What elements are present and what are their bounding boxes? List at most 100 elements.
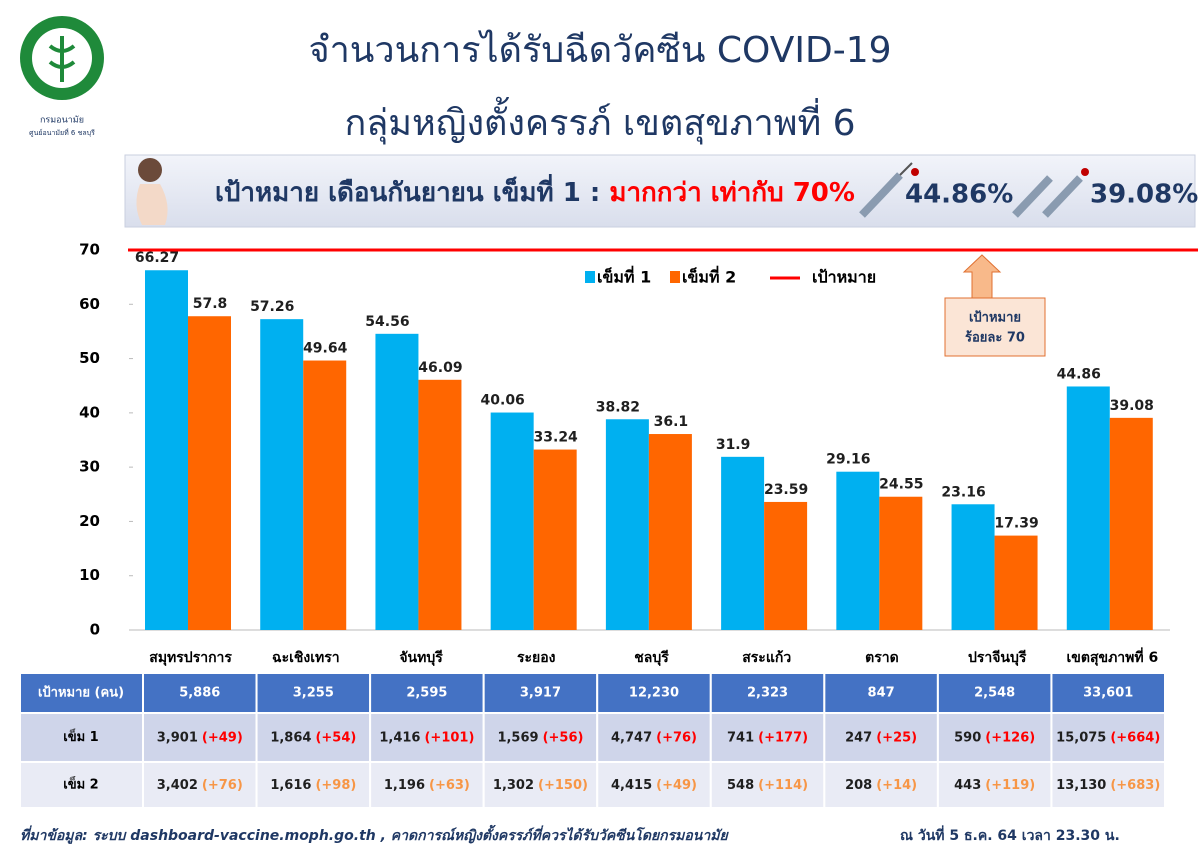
x-tick-label: เขตสุขภาพที่ 6 xyxy=(1067,647,1159,666)
bar xyxy=(764,502,807,630)
target-count: 5,886 xyxy=(179,686,220,701)
bar xyxy=(1110,418,1153,630)
bar xyxy=(721,457,764,630)
dose-cell: 590 (+126) xyxy=(954,730,1035,745)
value-label: 44.86 xyxy=(1057,366,1101,382)
dose-count: 1,416 xyxy=(379,730,420,745)
bar xyxy=(491,413,534,630)
target-count: 2,548 xyxy=(974,686,1015,701)
legend-label: เป้าหมาย xyxy=(812,268,876,287)
dose-change: (+76) xyxy=(202,778,243,793)
logo xyxy=(20,16,104,100)
dose-cell: 443 (+119) xyxy=(954,778,1035,793)
y-tick-label: 70 xyxy=(79,241,100,259)
x-tick-label: ฉะเชิงเทรา xyxy=(272,650,340,666)
y-tick-label: 0 xyxy=(90,621,100,639)
dose-change: (+683) xyxy=(1110,778,1160,793)
dose-count: 443 xyxy=(954,778,981,793)
dose-change: (+126) xyxy=(985,730,1035,745)
dose-change: (+98) xyxy=(315,778,356,793)
dose-count: 3,402 xyxy=(157,778,198,793)
dose-change: (+56) xyxy=(543,730,584,745)
dose-count: 1,569 xyxy=(497,730,538,745)
dose-change: (+49) xyxy=(202,730,243,745)
row-label: เข็ม 1 xyxy=(63,727,98,745)
value-label: 17.39 xyxy=(994,516,1038,532)
value-label: 23.16 xyxy=(941,484,985,500)
value-label: 39.08 xyxy=(1110,398,1154,414)
x-tick-label: ตราด xyxy=(865,650,899,666)
legend-label: เข็มที่ 1 xyxy=(597,266,651,287)
annotation: ร้อยละ 70 xyxy=(965,330,1025,346)
target-count: 2,595 xyxy=(406,686,447,701)
legend-swatch xyxy=(585,271,595,283)
dose-count: 1,196 xyxy=(384,778,425,793)
target-count: 33,601 xyxy=(1083,686,1133,701)
dose-change: (+101) xyxy=(424,730,474,745)
dose-count: 247 xyxy=(845,730,872,745)
value-label: 66.27 xyxy=(135,250,179,266)
y-tick-label: 60 xyxy=(79,295,100,313)
row-label: เป้าหมาย (คน) xyxy=(38,685,124,701)
y-tick-label: 40 xyxy=(79,403,100,421)
dose-count: 208 xyxy=(845,778,872,793)
bar xyxy=(995,536,1038,630)
title: จำนวนการได้รับฉีดวัคซีน COVID-19 xyxy=(308,29,891,71)
x-tick-label: สมุทรปราการ xyxy=(149,650,232,666)
bar xyxy=(375,334,418,630)
dose-count: 590 xyxy=(954,730,981,745)
legend-label: เข็มที่ 2 xyxy=(682,266,736,287)
logo-unit: ศูนย์อนามัยที่ 6 ชลบุรี xyxy=(29,128,95,137)
dose-change: (+63) xyxy=(429,778,470,793)
bar xyxy=(260,319,303,630)
dose-count: 1,616 xyxy=(270,778,311,793)
bar xyxy=(836,472,879,630)
dose-change: (+664) xyxy=(1110,730,1160,745)
dose2-pct: 39.08% xyxy=(1090,180,1198,210)
value-label: 29.16 xyxy=(826,452,870,468)
value-label: 36.1 xyxy=(654,414,689,430)
x-tick-label: ปราจีนบุรี xyxy=(968,650,1027,666)
dose-count: 548 xyxy=(727,778,754,793)
target-count: 3,255 xyxy=(293,686,334,701)
x-tick-label: ชลบุรี xyxy=(634,650,669,666)
annotation: เป้าหมาย xyxy=(969,310,1021,326)
dose-count: 1,302 xyxy=(493,778,534,793)
banner-target: เป้าหมาย เดือนกันยายน เข็มที่ 1 : xyxy=(215,173,609,208)
dose-count: 15,075 xyxy=(1056,730,1106,745)
annotation-box xyxy=(945,298,1045,356)
subtitle: กลุ่มหญิงตั้งครรภ์ เขตสุขภาพที่ 6 xyxy=(344,96,855,145)
y-tick-label: 20 xyxy=(79,512,100,530)
dose-change: (+49) xyxy=(656,778,697,793)
target-count: 847 xyxy=(868,686,895,701)
dose-change: (+119) xyxy=(985,778,1035,793)
value-label: 49.64 xyxy=(303,341,348,357)
dose-cell: 247(+25) xyxy=(845,730,917,745)
x-tick-label: สระแก้ว xyxy=(742,650,791,666)
dose-count: 4,747 xyxy=(611,730,652,745)
banner-highlight: มากกว่า เท่ากับ 70% xyxy=(609,178,855,208)
legend-swatch xyxy=(670,271,680,283)
target-count: 12,230 xyxy=(629,686,679,701)
dose-cell: 1,302(+150) xyxy=(493,778,588,793)
value-label: 38.82 xyxy=(596,399,640,415)
bar xyxy=(188,316,231,630)
dose-cell: 1,416 (+101) xyxy=(379,730,474,745)
dose-change: (+14) xyxy=(876,778,917,793)
value-label: 33.24 xyxy=(534,430,579,446)
value-label: 46.09 xyxy=(418,360,462,376)
bar xyxy=(952,504,995,630)
value-label: 24.55 xyxy=(879,477,923,493)
value-label: 57.26 xyxy=(250,299,294,315)
bar xyxy=(606,419,649,630)
dose1-pct: 44.86% xyxy=(905,180,1013,210)
bar xyxy=(649,434,692,630)
bar xyxy=(534,450,577,630)
dose-change: (+114) xyxy=(758,778,808,793)
bar xyxy=(303,361,346,630)
bar xyxy=(418,380,461,630)
bar xyxy=(1067,386,1110,630)
dose-cell: 741(+177) xyxy=(727,730,808,745)
source: ที่มาข้อมูล: ระบบ dashboard-vaccine.moph… xyxy=(20,824,729,844)
logo-name: กรมอนามัย xyxy=(40,116,84,126)
